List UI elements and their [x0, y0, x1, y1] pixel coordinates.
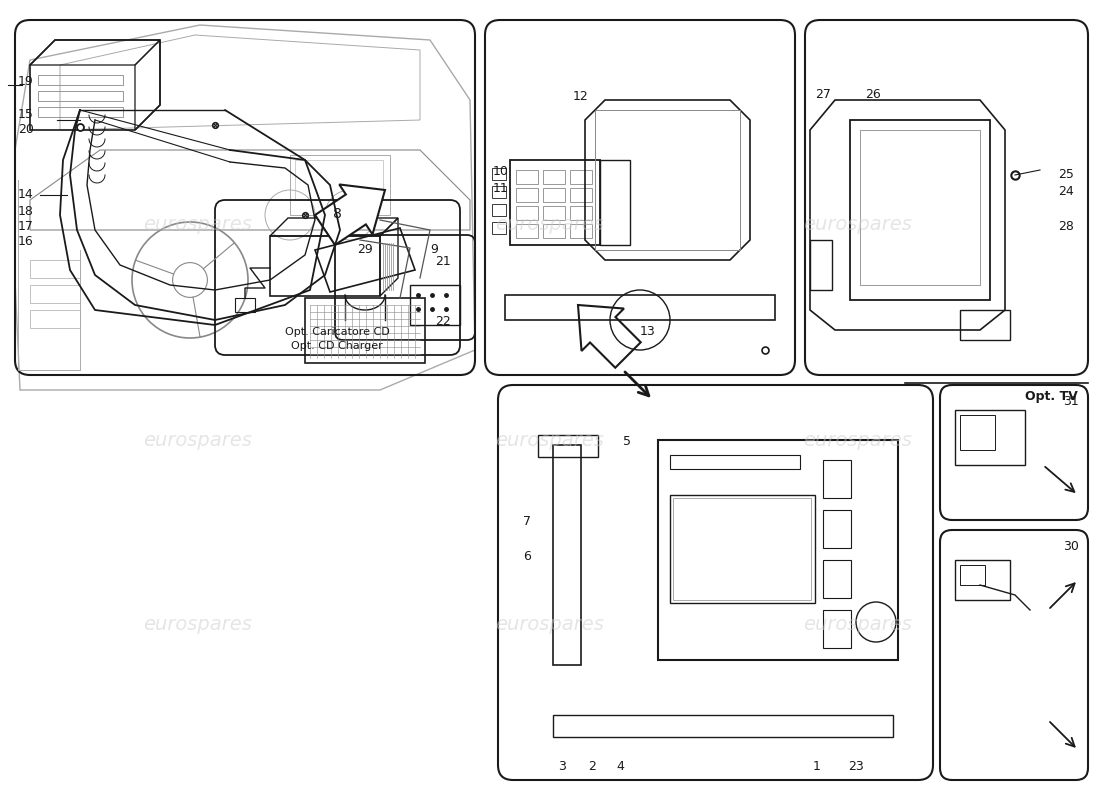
Bar	[960, 565, 984, 585]
Text: 7: 7	[522, 515, 531, 528]
Text: 9: 9	[430, 243, 438, 256]
Text: 2: 2	[588, 760, 596, 773]
Bar	[670, 495, 815, 603]
Bar	[30, 310, 80, 328]
Bar	[955, 410, 1025, 465]
Bar	[543, 224, 565, 238]
Bar	[823, 510, 851, 548]
Bar	[492, 168, 506, 180]
Text: 5: 5	[623, 435, 631, 448]
Bar	[516, 206, 538, 220]
Bar	[235, 298, 255, 312]
Bar	[516, 170, 538, 184]
Bar	[570, 170, 592, 184]
Bar	[410, 285, 460, 325]
Text: 31: 31	[1063, 395, 1079, 408]
Bar	[510, 160, 600, 245]
Bar	[543, 206, 565, 220]
Bar	[823, 460, 851, 498]
Text: eurospares: eurospares	[144, 214, 252, 234]
Text: 12: 12	[573, 90, 588, 103]
Bar	[658, 440, 898, 660]
Text: eurospares: eurospares	[496, 430, 604, 450]
Bar	[673, 498, 811, 600]
Polygon shape	[578, 305, 640, 368]
Text: 23: 23	[848, 760, 864, 773]
Text: 20: 20	[18, 123, 34, 136]
Text: 21: 21	[434, 255, 451, 268]
Text: eurospares: eurospares	[144, 430, 252, 450]
Text: 8: 8	[332, 207, 341, 221]
Text: Opt. Caricatore CD: Opt. Caricatore CD	[285, 327, 389, 337]
Bar	[570, 224, 592, 238]
Text: 22: 22	[434, 315, 451, 328]
Text: 16: 16	[18, 235, 34, 248]
Text: 18: 18	[18, 205, 34, 218]
Text: 13: 13	[640, 325, 656, 338]
Text: 6: 6	[522, 550, 531, 563]
Text: 4: 4	[616, 760, 624, 773]
Bar	[595, 110, 740, 250]
Bar	[553, 445, 581, 665]
Bar	[305, 298, 425, 363]
Bar	[670, 455, 800, 469]
Text: 10: 10	[493, 165, 509, 178]
Bar	[492, 222, 506, 234]
Text: 14: 14	[18, 188, 34, 201]
Bar	[823, 560, 851, 598]
Text: 19: 19	[18, 75, 34, 88]
Bar	[570, 206, 592, 220]
Bar	[30, 260, 80, 278]
Text: 3: 3	[558, 760, 565, 773]
Bar	[960, 415, 996, 450]
Text: eurospares: eurospares	[804, 214, 912, 234]
Bar	[516, 188, 538, 202]
Text: eurospares: eurospares	[496, 214, 604, 234]
Bar	[39, 107, 123, 117]
Bar	[600, 160, 630, 245]
Bar	[553, 715, 893, 737]
Bar	[860, 130, 980, 285]
Text: 26: 26	[865, 88, 881, 101]
Text: eurospares: eurospares	[144, 614, 252, 634]
Text: eurospares: eurospares	[804, 430, 912, 450]
Text: 28: 28	[1058, 220, 1074, 233]
Bar	[39, 91, 123, 101]
Text: Opt. CD Charger: Opt. CD Charger	[292, 341, 383, 351]
Text: 1: 1	[813, 760, 821, 773]
Bar	[492, 186, 506, 198]
Text: 30: 30	[1063, 540, 1079, 553]
Bar	[295, 160, 383, 200]
Bar	[955, 560, 1010, 600]
Bar	[570, 188, 592, 202]
Text: 24: 24	[1058, 185, 1074, 198]
Text: 11: 11	[493, 182, 508, 195]
Text: eurospares: eurospares	[804, 614, 912, 634]
Text: 17: 17	[18, 220, 34, 233]
Text: Opt. TV: Opt. TV	[1025, 390, 1078, 403]
Bar	[516, 224, 538, 238]
Bar	[810, 240, 832, 290]
Bar	[823, 610, 851, 648]
Bar	[538, 435, 598, 457]
Bar	[960, 310, 1010, 340]
Bar	[543, 170, 565, 184]
Text: 15: 15	[18, 108, 34, 121]
Bar	[39, 75, 123, 85]
Text: 25: 25	[1058, 168, 1074, 181]
Polygon shape	[315, 185, 385, 245]
Text: 29: 29	[358, 243, 373, 256]
Bar	[543, 188, 565, 202]
Bar	[30, 285, 80, 303]
Text: eurospares: eurospares	[496, 614, 604, 634]
Bar	[290, 155, 390, 215]
Text: 27: 27	[815, 88, 830, 101]
Bar	[492, 204, 506, 216]
